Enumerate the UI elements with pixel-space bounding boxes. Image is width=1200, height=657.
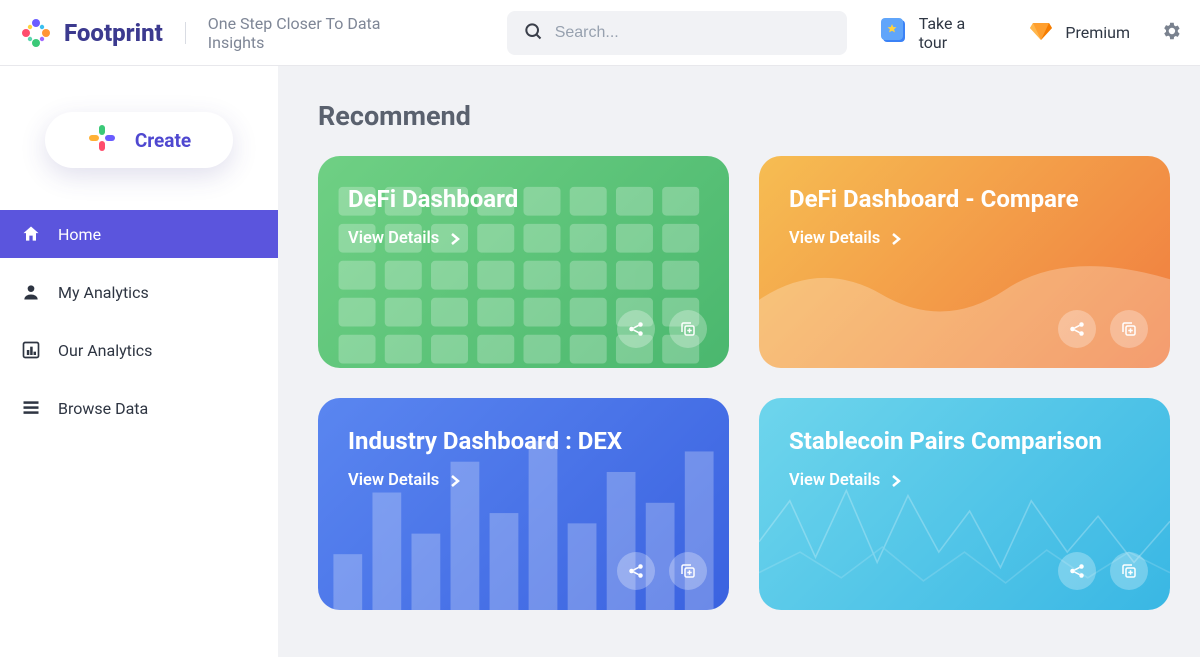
view-details-link[interactable]: View Details: [789, 229, 902, 248]
share-button[interactable]: [617, 552, 655, 590]
copy-plus-icon: [1120, 562, 1138, 580]
copy-button[interactable]: [669, 310, 707, 348]
recommend-card[interactable]: DeFi Dashboard View Details: [318, 156, 729, 368]
create-button[interactable]: Create: [45, 112, 233, 168]
recommend-card[interactable]: DeFi Dashboard - Compare View Details: [759, 156, 1170, 368]
recommend-card[interactable]: Industry Dashboard : DEX View Details: [318, 398, 729, 610]
sidebar-item-label: Our Analytics: [58, 341, 152, 360]
view-details-link[interactable]: View Details: [348, 229, 461, 248]
card-title: Industry Dashboard : DEX: [348, 426, 699, 456]
sidebar-item-label: Home: [58, 225, 101, 244]
chevron-right-icon: [449, 232, 461, 246]
browse-icon: [20, 397, 42, 419]
sidebar-item-home[interactable]: Home: [0, 210, 278, 258]
copy-plus-icon: [679, 562, 697, 580]
person-icon: [20, 281, 42, 303]
search-input[interactable]: [555, 24, 831, 42]
share-button[interactable]: [1058, 552, 1096, 590]
share-icon: [1068, 562, 1086, 580]
header: Footprint One Step Closer To Data Insigh…: [0, 0, 1200, 66]
sidebar-item-label: Browse Data: [58, 399, 148, 418]
diamond-icon: [1029, 19, 1053, 47]
create-label: Create: [135, 129, 191, 152]
premium-button[interactable]: Premium: [1029, 19, 1130, 47]
copy-button[interactable]: [1110, 310, 1148, 348]
home-icon: [20, 223, 42, 245]
view-details-label: View Details: [789, 471, 880, 490]
copy-plus-icon: [679, 320, 697, 338]
card-title: DeFi Dashboard: [348, 184, 699, 214]
brand-name: Footprint: [64, 19, 163, 47]
share-icon: [627, 320, 645, 338]
copy-button[interactable]: [1110, 552, 1148, 590]
share-button[interactable]: [617, 310, 655, 348]
sidebar-item-my-analytics[interactable]: My Analytics: [0, 268, 278, 316]
tagline: One Step Closer To Data Insights: [208, 14, 437, 52]
sidebar: Create Home My Analytics Our Analytics B…: [0, 66, 278, 657]
share-button[interactable]: [1058, 310, 1096, 348]
sidebar-item-browse-data[interactable]: Browse Data: [0, 384, 278, 432]
search-icon: [523, 21, 543, 45]
chart-icon: [20, 339, 42, 361]
tour-icon: [881, 18, 907, 48]
plus-icon: [87, 123, 117, 157]
share-icon: [627, 562, 645, 580]
settings-button[interactable]: [1160, 20, 1182, 46]
share-icon: [1068, 320, 1086, 338]
sidebar-item-label: My Analytics: [58, 283, 149, 302]
view-details-link[interactable]: View Details: [348, 471, 461, 490]
logo-mark-icon: [18, 15, 54, 51]
view-details-label: View Details: [789, 229, 880, 248]
sidebar-item-our-analytics[interactable]: Our Analytics: [0, 326, 278, 374]
copy-button[interactable]: [669, 552, 707, 590]
recommend-card[interactable]: Stablecoin Pairs Comparison View Details: [759, 398, 1170, 610]
card-title: DeFi Dashboard - Compare: [789, 184, 1140, 214]
chevron-right-icon: [890, 474, 902, 488]
take-tour-button[interactable]: Take a tour: [881, 14, 996, 52]
gear-icon: [1160, 20, 1182, 42]
tour-label: Take a tour: [919, 14, 996, 52]
divider: [185, 22, 186, 44]
search-box[interactable]: [507, 11, 847, 55]
premium-label: Premium: [1065, 23, 1130, 42]
chevron-right-icon: [890, 232, 902, 246]
main-content: Recommend DeFi Dashboard View Details De…: [278, 66, 1200, 657]
view-details-link[interactable]: View Details: [789, 471, 902, 490]
logo[interactable]: Footprint: [18, 15, 163, 51]
card-title: Stablecoin Pairs Comparison: [789, 426, 1140, 456]
chevron-right-icon: [449, 474, 461, 488]
copy-plus-icon: [1120, 320, 1138, 338]
section-title: Recommend: [318, 100, 1170, 132]
view-details-label: View Details: [348, 229, 439, 248]
view-details-label: View Details: [348, 471, 439, 490]
